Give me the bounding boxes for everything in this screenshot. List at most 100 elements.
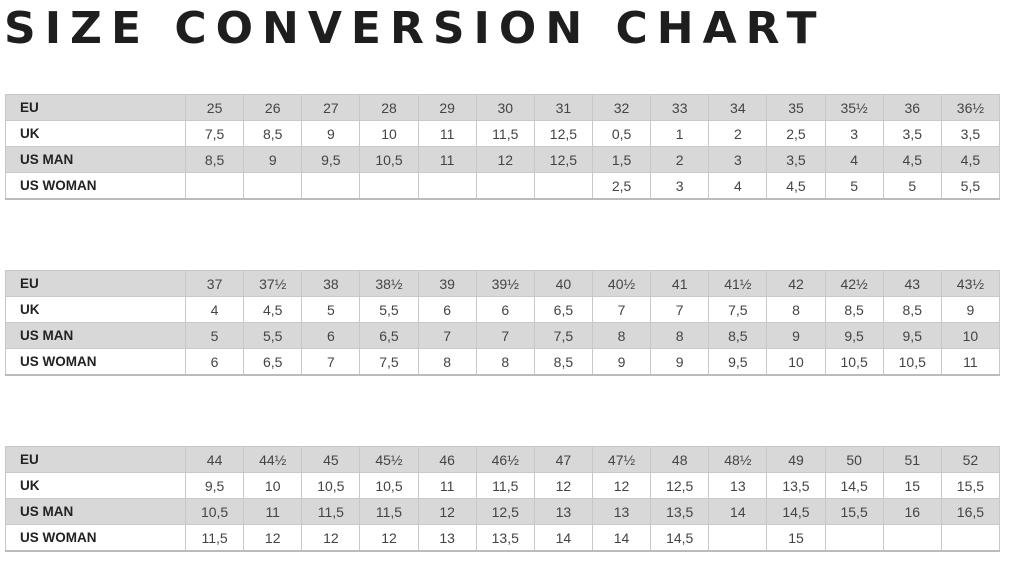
table-cell: 12,5 bbox=[533, 146, 593, 173]
table-cell: 12 bbox=[243, 524, 303, 552]
table-cell bbox=[417, 172, 477, 200]
row-label: EU bbox=[5, 94, 186, 121]
row-label: EU bbox=[5, 270, 186, 297]
table-row: UK 7,5 8,5 9 10 11 11,5 12,5 0,5 1 2 2,5 3 3,5 3,5 bbox=[5, 120, 1001, 147]
table-cell: 41½ bbox=[708, 270, 768, 297]
table-cell: 13,5 bbox=[650, 498, 710, 525]
table-cell: 12 bbox=[533, 472, 593, 499]
table-cell: 9,5 bbox=[882, 322, 942, 349]
table-cell: 39 bbox=[417, 270, 477, 297]
table-cell: 40½ bbox=[591, 270, 652, 297]
table-cell bbox=[824, 524, 884, 552]
table-cell: 14 bbox=[533, 524, 593, 552]
table-cell: 4,5 bbox=[882, 146, 942, 173]
table-cell: 1,5 bbox=[591, 146, 652, 173]
table-cell: 9,5 bbox=[184, 472, 245, 499]
table-row: EU 37 37½ 38 38½ 39 39½ 40 40½ 41 41½ 42 42½ 43 43½ bbox=[5, 270, 1001, 297]
table-cell: 11,5 bbox=[359, 498, 419, 525]
table-row: UK 4 4,5 5 5,5 6 6 6,5 7 7 7,5 8 8,5 8,5 9 bbox=[5, 296, 1001, 323]
table-cell: 6 bbox=[417, 296, 477, 323]
table-cell: 40 bbox=[533, 270, 593, 297]
table-cell: 13 bbox=[591, 498, 652, 525]
table-cell: 12 bbox=[301, 524, 361, 552]
table-cell: 8,5 bbox=[533, 348, 593, 376]
table-cell: 4 bbox=[824, 146, 884, 173]
table-cell: 6,5 bbox=[359, 322, 419, 349]
table-cell: 5 bbox=[882, 172, 942, 200]
table-cell: 7 bbox=[417, 322, 477, 349]
table-cell: 15 bbox=[766, 524, 826, 552]
table-cell: 3 bbox=[650, 172, 710, 200]
table-cell: 7 bbox=[591, 296, 652, 323]
table-cell: 37 bbox=[184, 270, 245, 297]
table-cell: 0,5 bbox=[591, 120, 652, 147]
table-cell: 37½ bbox=[243, 270, 303, 297]
size-table: EU 44 44½ 45 45½ 46 46½ 47 47½ 48 48½ 49 50 51 52 UK 9,5… bbox=[5, 446, 1001, 552]
table-cell: 38½ bbox=[359, 270, 419, 297]
table-cell: 43½ bbox=[940, 270, 1001, 297]
table-cell: 11,5 bbox=[475, 472, 535, 499]
table-cell: 8,5 bbox=[882, 296, 942, 323]
table-cell bbox=[243, 172, 303, 200]
table-cell: 12,5 bbox=[475, 498, 535, 525]
table-cell: 48½ bbox=[708, 446, 768, 473]
table-cell: 11,5 bbox=[184, 524, 245, 552]
table-cell: 5,5 bbox=[940, 172, 1001, 200]
table-cell: 10,5 bbox=[359, 146, 419, 173]
table-cell: 42½ bbox=[824, 270, 884, 297]
table-cell: 7 bbox=[301, 348, 361, 376]
row-label: EU bbox=[5, 446, 186, 473]
table-cell: 14,5 bbox=[650, 524, 710, 552]
table-cell: 35½ bbox=[824, 94, 884, 121]
table-cell: 10 bbox=[359, 120, 419, 147]
table-cell: 11,5 bbox=[475, 120, 535, 147]
table-cell: 8,5 bbox=[184, 146, 245, 173]
table-cell: 8 bbox=[766, 296, 826, 323]
size-table: EU 25 26 27 28 29 30 31 32 33 34 35 35½ 36 36½ UK 7,5 8,5… bbox=[5, 94, 1001, 200]
table-cell: 32 bbox=[591, 94, 652, 121]
table-cell: 15,5 bbox=[824, 498, 884, 525]
row-label: US MAN bbox=[5, 146, 186, 173]
table-cell: 2,5 bbox=[591, 172, 652, 200]
row-label: US MAN bbox=[5, 322, 186, 349]
page-title: SIZE CONVERSION CHART bbox=[4, 3, 826, 54]
table-cell: 38 bbox=[301, 270, 361, 297]
table-cell: 7,5 bbox=[359, 348, 419, 376]
row-label: US WOMAN bbox=[5, 172, 186, 200]
table-cell: 6,5 bbox=[533, 296, 593, 323]
table-cell: 1 bbox=[650, 120, 710, 147]
row-label: UK bbox=[5, 120, 186, 147]
table-cell: 10 bbox=[766, 348, 826, 376]
table-cell: 4 bbox=[184, 296, 245, 323]
table-cell: 4,5 bbox=[940, 146, 1001, 173]
row-label: US MAN bbox=[5, 498, 186, 525]
table-cell: 46½ bbox=[475, 446, 535, 473]
table-cell bbox=[882, 524, 942, 552]
table-cell: 8 bbox=[417, 348, 477, 376]
table-cell: 16 bbox=[882, 498, 942, 525]
table-cell: 13 bbox=[417, 524, 477, 552]
table-cell: 13,5 bbox=[766, 472, 826, 499]
table-cell: 14 bbox=[708, 498, 768, 525]
table-cell: 36 bbox=[882, 94, 942, 121]
table-cell: 12 bbox=[475, 146, 535, 173]
table-cell: 9,5 bbox=[301, 146, 361, 173]
table-cell: 16,5 bbox=[940, 498, 1001, 525]
table-cell: 2 bbox=[650, 146, 710, 173]
table-cell: 41 bbox=[650, 270, 710, 297]
table-cell: 26 bbox=[243, 94, 303, 121]
table-row: US MAN 5 5,5 6 6,5 7 7 7,5 8 8 8,5 9 9,5 9,5 10 bbox=[5, 322, 1001, 349]
table-cell: 9 bbox=[650, 348, 710, 376]
table-cell: 2 bbox=[708, 120, 768, 147]
table-cell: 45½ bbox=[359, 446, 419, 473]
table-cell: 11 bbox=[243, 498, 303, 525]
table-cell: 6 bbox=[184, 348, 245, 376]
table-cell bbox=[708, 524, 768, 552]
table-cell: 27 bbox=[301, 94, 361, 121]
table-cell: 4 bbox=[708, 172, 768, 200]
table-cell: 46 bbox=[417, 446, 477, 473]
table-cell: 11 bbox=[417, 472, 477, 499]
table-cell: 47½ bbox=[591, 446, 652, 473]
table-cell: 9 bbox=[940, 296, 1001, 323]
table-cell: 8,5 bbox=[243, 120, 303, 147]
